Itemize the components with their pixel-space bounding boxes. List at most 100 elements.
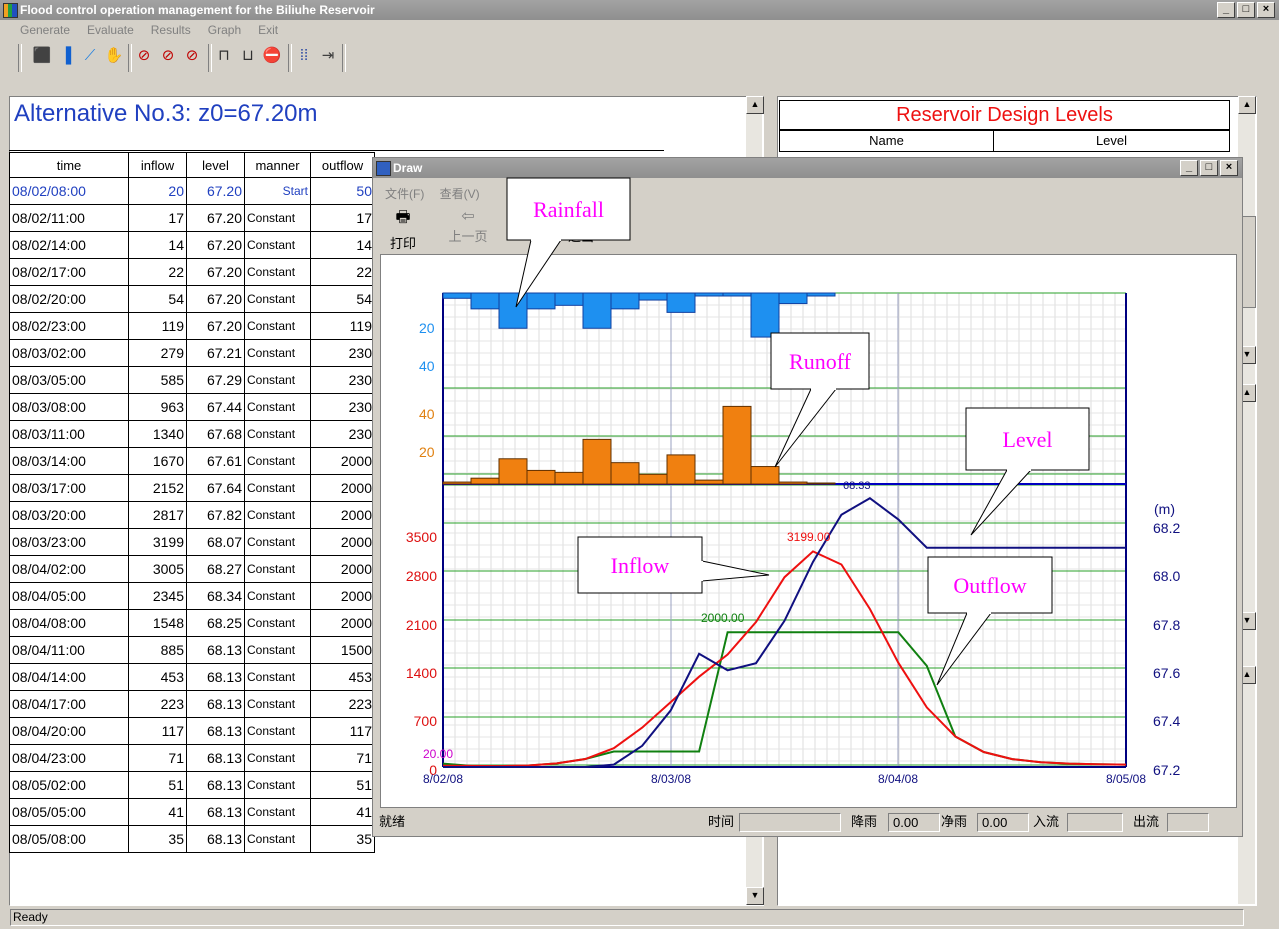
col-level[interactable]: level [186, 152, 245, 178]
table-row[interactable]: 08/03/08:00 963 67.44 Constant 230 [9, 393, 375, 421]
exit-icon[interactable]: ⇥ [321, 47, 335, 64]
scroll-up-button[interactable]: ▲ [746, 96, 764, 114]
scroll-up-button[interactable]: ▲ [1238, 96, 1256, 114]
time-label: 时间 [708, 814, 735, 829]
zoom-icon[interactable]: ⊘ [137, 47, 151, 64]
import-icon[interactable]: ⬛ [32, 47, 52, 64]
cell-manner: Constant [244, 258, 311, 286]
table-row[interactable]: 08/03/23:00 3199 68.07 Constant 2000 [9, 528, 375, 556]
table-row[interactable]: 08/04/23:00 71 68.13 Constant 71 [9, 744, 375, 772]
zoom-in-icon[interactable]: ⊘ [161, 47, 175, 64]
rainfall-bar [666, 292, 696, 313]
table-row[interactable]: 08/03/05:00 585 67.29 Constant 230 [9, 366, 375, 394]
scroll-down-button[interactable]: ▼ [746, 887, 764, 905]
cell-inflow: 20 [128, 177, 187, 205]
col-outflow[interactable]: outflow [310, 152, 375, 178]
table-row[interactable]: 08/05/08:00 35 68.13 Constant 35 [9, 825, 375, 853]
design-col-name[interactable]: Name [779, 130, 994, 152]
table-row[interactable]: 08/02/17:00 22 67.20 Constant 22 [9, 258, 375, 286]
table-row[interactable]: 08/05/02:00 51 68.13 Constant 51 [9, 771, 375, 799]
menu-exit[interactable]: Exit [258, 23, 279, 37]
line-chart-icon[interactable]: ⟋ [84, 47, 96, 64]
rainfall-bar [750, 292, 780, 338]
status-bar: Ready [0, 906, 1279, 928]
cell-inflow: 3005 [128, 555, 187, 583]
minimize-button[interactable]: _ [1217, 2, 1235, 18]
cell-outflow: 2000 [310, 447, 375, 475]
app-title-bar: Flood control operation management for t… [0, 0, 1279, 20]
table-row[interactable]: 08/03/02:00 279 67.21 Constant 230 [9, 339, 375, 367]
cell-manner: Constant [244, 717, 311, 745]
runoff-bar [610, 462, 640, 485]
draw-minimize-button[interactable]: _ [1180, 160, 1198, 176]
cell-manner: Constant [244, 636, 311, 664]
cell-level: 68.34 [186, 582, 245, 610]
status-text: Ready [10, 909, 1244, 926]
menu-evaluate[interactable]: Evaluate [87, 23, 134, 37]
cell-manner: Start [244, 177, 311, 205]
col-inflow[interactable]: inflow [128, 152, 187, 178]
table-row[interactable]: 08/03/11:00 1340 67.68 Constant 230 [9, 420, 375, 448]
outflow-callout: Outflow [927, 556, 1053, 686]
print-label: 打印 [389, 236, 416, 251]
cell-manner: Constant [244, 609, 311, 637]
rainfall-bar [582, 292, 612, 329]
maximize-button[interactable]: □ [1237, 2, 1255, 18]
print-button[interactable]: 🖶 打印 [383, 206, 423, 251]
menu-graph[interactable]: Graph [207, 23, 242, 37]
close-button[interactable]: × [1257, 2, 1275, 18]
cell-manner: Constant [244, 231, 311, 259]
table-row[interactable]: 08/03/17:00 2152 67.64 Constant 2000 [9, 474, 375, 502]
step-up-icon[interactable]: ⊓ [218, 47, 230, 64]
cell-manner: Constant [244, 285, 311, 313]
table-row[interactable]: 08/04/20:00 117 68.13 Constant 117 [9, 717, 375, 745]
cell-outflow: 223 [310, 690, 375, 718]
hand-icon[interactable]: ✋ [104, 47, 124, 64]
zoom-out-icon[interactable]: ⊘ [185, 47, 199, 64]
col-time[interactable]: time [9, 152, 129, 178]
design-col-level[interactable]: Level [993, 130, 1230, 152]
draw-menu-file[interactable]: 文件(F) [385, 187, 425, 201]
table-row[interactable]: 08/04/05:00 2345 68.34 Constant 2000 [9, 582, 375, 610]
col-manner[interactable]: manner [244, 152, 311, 178]
step-down-icon[interactable]: ⊔ [242, 47, 254, 64]
draw-app-icon [376, 161, 391, 176]
prev-page-button[interactable]: ⇦ 上一页 [443, 206, 493, 248]
table-row[interactable]: 08/02/23:00 119 67.20 Constant 119 [9, 312, 375, 340]
cell-inflow: 1670 [128, 447, 187, 475]
cell-outflow: 230 [310, 366, 375, 394]
rainfall-callout-box [506, 177, 631, 241]
table-row[interactable]: 08/05/05:00 41 68.13 Constant 41 [9, 798, 375, 826]
menu-results[interactable]: Results [150, 23, 191, 37]
stop-icon[interactable]: ⛔ [262, 47, 282, 64]
table-row[interactable]: 08/02/08:00 20 67.20 Start 50 [9, 177, 375, 205]
max-outflow-label: 2000.00 [701, 611, 745, 625]
runoff-callout-box [770, 332, 870, 390]
table-row[interactable]: 08/04/08:00 1548 68.25 Constant 2000 [9, 609, 375, 637]
table-row[interactable]: 08/04/02:00 3005 68.27 Constant 2000 [9, 555, 375, 583]
table-row[interactable]: 08/04/11:00 885 68.13 Constant 1500 [9, 636, 375, 664]
level-tick-label: 68.2 [1153, 520, 1180, 536]
draw-window: Draw _ □ × 文件(F) 查看(V) 🖶 打印 ⇦ 上一页 ⇥ 退出 2… [372, 157, 1243, 837]
table-row[interactable]: 08/02/20:00 54 67.20 Constant 54 [9, 285, 375, 313]
table-row[interactable]: 08/04/14:00 453 68.13 Constant 453 [9, 663, 375, 691]
flow-tick-label: 1400 [406, 665, 437, 681]
table-row[interactable]: 08/02/14:00 14 67.20 Constant 14 [9, 231, 375, 259]
menu-generate[interactable]: Generate [20, 23, 71, 37]
grid-icon[interactable]: ⁞⁞ [299, 47, 309, 64]
runoff-bar [554, 471, 584, 485]
table-row[interactable]: 08/03/20:00 2817 67.82 Constant 2000 [9, 501, 375, 529]
table-row[interactable]: 08/03/14:00 1670 67.61 Constant 2000 [9, 447, 375, 475]
cell-inflow: 453 [128, 663, 187, 691]
table-row[interactable]: 08/02/11:00 17 67.20 Constant 17 [9, 204, 375, 232]
cell-outflow: 14 [310, 231, 375, 259]
draw-maximize-button[interactable]: □ [1200, 160, 1218, 176]
runoff-bar [750, 466, 780, 485]
cell-time: 08/02/14:00 [9, 231, 129, 259]
draw-menu-view[interactable]: 查看(V) [439, 187, 480, 201]
bar-chart-icon[interactable]: ▐ [60, 47, 72, 64]
toolbar-separator [128, 44, 132, 72]
rain-value: 0.00 [888, 813, 940, 832]
draw-close-button[interactable]: × [1220, 160, 1238, 176]
table-row[interactable]: 08/04/17:00 223 68.13 Constant 223 [9, 690, 375, 718]
